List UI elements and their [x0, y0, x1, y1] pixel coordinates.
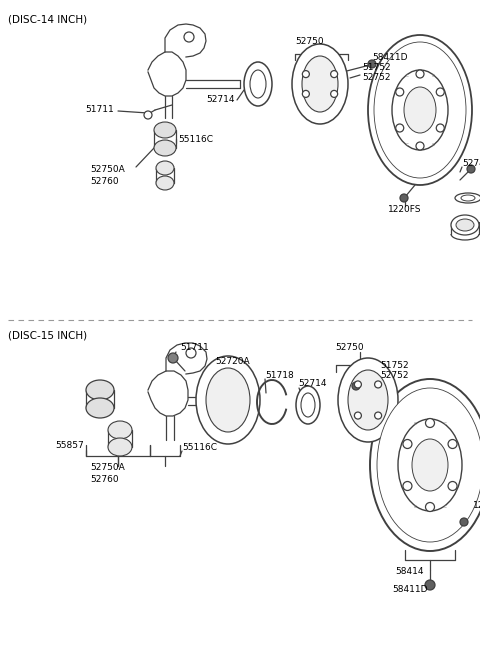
- Ellipse shape: [156, 161, 174, 175]
- Circle shape: [400, 194, 408, 202]
- Circle shape: [331, 90, 337, 98]
- Text: 51711: 51711: [180, 343, 209, 352]
- Text: 52750: 52750: [296, 37, 324, 47]
- Text: (DISC-15 INCH): (DISC-15 INCH): [8, 330, 87, 340]
- Text: 58411D: 58411D: [372, 54, 408, 62]
- Circle shape: [467, 165, 475, 173]
- Circle shape: [436, 124, 444, 132]
- Ellipse shape: [398, 419, 462, 511]
- Text: 52744: 52744: [462, 160, 480, 168]
- Ellipse shape: [412, 439, 448, 491]
- Text: 52714: 52714: [298, 379, 326, 388]
- Ellipse shape: [374, 42, 466, 178]
- Text: 52752: 52752: [380, 371, 408, 381]
- Ellipse shape: [108, 438, 132, 456]
- Circle shape: [396, 124, 404, 132]
- Text: 55116C: 55116C: [178, 136, 213, 145]
- Ellipse shape: [370, 379, 480, 551]
- Circle shape: [186, 348, 196, 358]
- Circle shape: [403, 440, 412, 449]
- Ellipse shape: [244, 62, 272, 106]
- Text: c: c: [406, 142, 408, 147]
- Text: 52750: 52750: [336, 343, 364, 352]
- Text: c: c: [432, 73, 434, 78]
- Circle shape: [354, 381, 361, 388]
- Text: 52752: 52752: [362, 73, 391, 83]
- Ellipse shape: [196, 356, 260, 444]
- Circle shape: [368, 60, 376, 68]
- Circle shape: [302, 71, 309, 77]
- Circle shape: [354, 412, 361, 419]
- Ellipse shape: [302, 56, 338, 112]
- Ellipse shape: [451, 215, 479, 235]
- Text: c: c: [432, 142, 434, 147]
- Ellipse shape: [86, 380, 114, 400]
- Text: 52760: 52760: [90, 474, 119, 483]
- Text: 58411D: 58411D: [392, 586, 428, 595]
- Ellipse shape: [296, 386, 320, 424]
- Ellipse shape: [250, 70, 266, 98]
- Text: 51718: 51718: [265, 371, 294, 379]
- Text: c: c: [414, 421, 417, 426]
- Text: 51752: 51752: [362, 64, 391, 73]
- Ellipse shape: [86, 398, 114, 418]
- Text: 52750A: 52750A: [90, 166, 125, 174]
- Text: (DISC-14 INCH): (DISC-14 INCH): [8, 15, 87, 25]
- Ellipse shape: [292, 44, 348, 124]
- Ellipse shape: [206, 368, 250, 432]
- Circle shape: [425, 419, 434, 428]
- Text: 58414: 58414: [396, 567, 424, 576]
- Circle shape: [448, 481, 457, 491]
- Text: 52714: 52714: [206, 96, 235, 105]
- Text: 55857: 55857: [55, 441, 84, 449]
- Ellipse shape: [456, 219, 474, 231]
- Ellipse shape: [108, 421, 132, 439]
- Circle shape: [403, 481, 412, 491]
- Circle shape: [184, 32, 194, 42]
- Ellipse shape: [368, 35, 472, 185]
- Text: 52720A: 52720A: [215, 358, 250, 367]
- Text: 52750A: 52750A: [90, 464, 125, 472]
- Text: c: c: [444, 421, 446, 426]
- Text: 52760: 52760: [90, 176, 119, 185]
- Circle shape: [396, 88, 404, 96]
- Circle shape: [374, 381, 382, 388]
- Ellipse shape: [455, 193, 480, 203]
- Circle shape: [302, 90, 309, 98]
- Circle shape: [448, 440, 457, 449]
- Ellipse shape: [154, 122, 176, 138]
- Text: 55116C: 55116C: [182, 443, 217, 453]
- Circle shape: [352, 382, 360, 390]
- Circle shape: [425, 502, 434, 512]
- Ellipse shape: [404, 87, 436, 133]
- Circle shape: [168, 353, 178, 363]
- Circle shape: [144, 111, 152, 119]
- Circle shape: [460, 518, 468, 526]
- Ellipse shape: [338, 358, 398, 442]
- Circle shape: [436, 88, 444, 96]
- Ellipse shape: [377, 388, 480, 542]
- Circle shape: [416, 70, 424, 78]
- Ellipse shape: [154, 140, 176, 156]
- Text: 1220FS: 1220FS: [473, 500, 480, 510]
- Circle shape: [416, 142, 424, 150]
- Text: c: c: [444, 504, 446, 509]
- Circle shape: [374, 412, 382, 419]
- Ellipse shape: [301, 393, 315, 417]
- Text: 51711: 51711: [85, 105, 114, 115]
- Ellipse shape: [348, 370, 388, 430]
- Ellipse shape: [156, 176, 174, 190]
- Text: 1220FS: 1220FS: [388, 206, 422, 214]
- Text: c: c: [406, 73, 408, 78]
- Text: 51752: 51752: [380, 360, 408, 369]
- Text: c: c: [414, 504, 417, 509]
- Circle shape: [331, 71, 337, 77]
- Ellipse shape: [392, 70, 448, 150]
- Circle shape: [425, 580, 435, 590]
- Ellipse shape: [461, 195, 475, 201]
